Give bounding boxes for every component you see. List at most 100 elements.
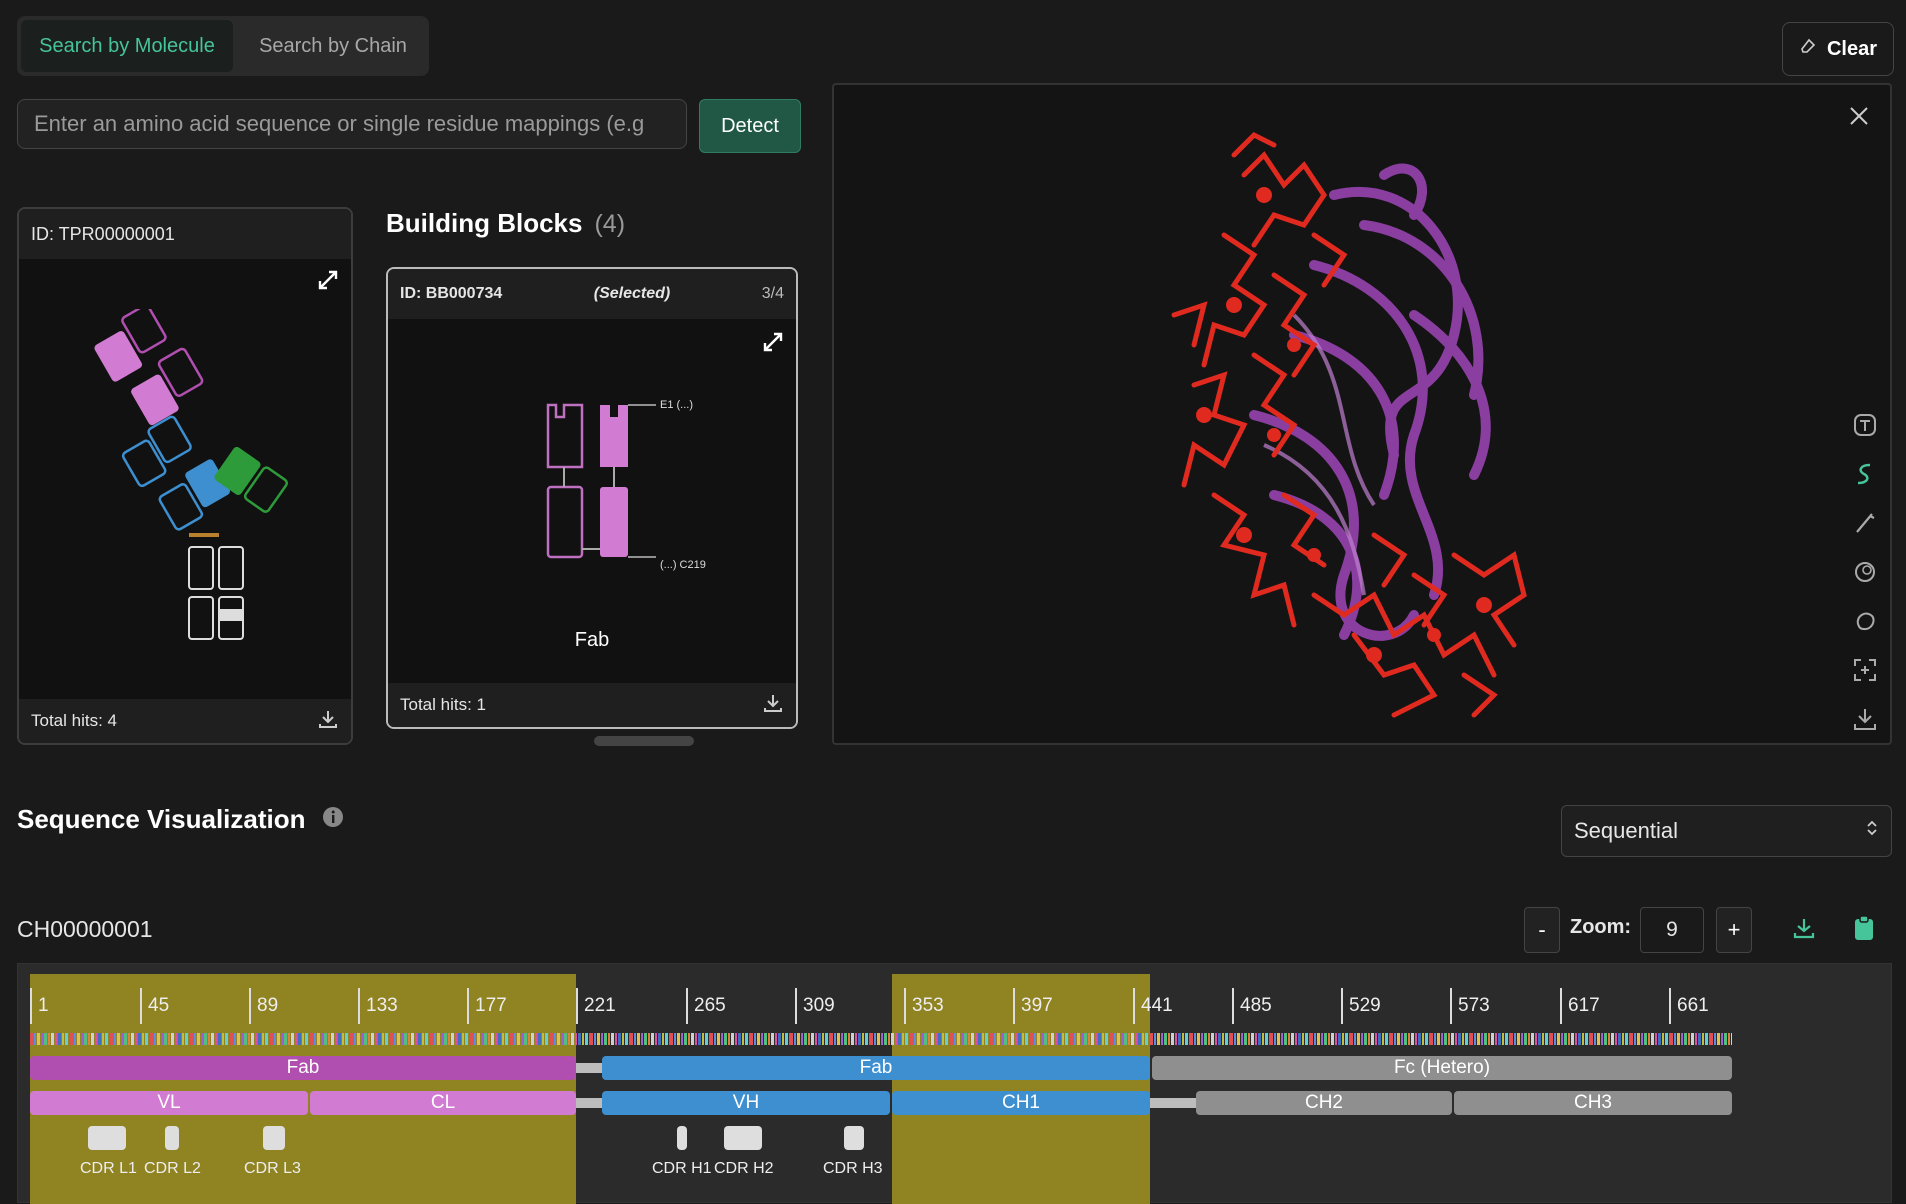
tick-label: 89 <box>249 988 278 1024</box>
download-icon[interactable] <box>762 692 784 719</box>
bb-page: 3/4 <box>761 285 784 302</box>
linker <box>1150 1098 1196 1108</box>
linker <box>576 1063 602 1073</box>
zoom-out-button[interactable]: - <box>1524 907 1560 953</box>
domain-ch3[interactable]: CH3 <box>1454 1091 1732 1115</box>
cdr-h1-label: CDR H1 <box>652 1160 712 1177</box>
clipboard-icon[interactable] <box>1853 915 1875 946</box>
sequence-track-panel[interactable]: 1 45 89 133 177 221 265 309 353 397 441 … <box>17 963 1892 1204</box>
cdr-l1-marker[interactable] <box>88 1126 126 1150</box>
cdr-h2-label: CDR H2 <box>714 1160 774 1177</box>
sequence-search-input[interactable]: Enter an amino acid sequence or single r… <box>17 99 687 149</box>
domain-vh[interactable]: VH <box>602 1091 890 1115</box>
cdr-h3-marker[interactable] <box>844 1126 864 1150</box>
domain-fc[interactable]: Fc (Hetero) <box>1152 1056 1732 1080</box>
download-icon[interactable] <box>1850 704 1880 734</box>
fab-label-bottom: (...) C219 <box>660 559 706 571</box>
tick-label: 177 <box>467 988 507 1024</box>
cartoon-style-icon[interactable] <box>1850 459 1880 489</box>
domain-fab-light[interactable]: Fab <box>30 1056 576 1080</box>
download-icon[interactable] <box>1792 916 1816 945</box>
zoom-label: Zoom: <box>1570 916 1632 938</box>
carousel-scrollbar[interactable] <box>594 736 694 746</box>
fab-label-top: E1 (...) <box>660 399 694 411</box>
tick-label: 617 <box>1560 988 1600 1024</box>
building-blocks-heading: Building Blocks (4) <box>386 208 625 239</box>
tick-label: 133 <box>358 988 398 1024</box>
chevron-updown-icon <box>1865 818 1879 844</box>
bb-card-header: ID: BB000734 (Selected) 3/4 <box>388 269 796 319</box>
tick-label: 573 <box>1450 988 1490 1024</box>
zoom-input[interactable]: 9 <box>1640 907 1704 953</box>
bb-card-footer: Total hits: 1 <box>388 683 796 727</box>
bb-selected: (Selected) <box>593 285 671 302</box>
backbone-style-icon[interactable] <box>1850 508 1880 538</box>
building-blocks-count: (4) <box>594 210 626 238</box>
zoom-in-button[interactable]: + <box>1716 907 1752 953</box>
tick-label: 221 <box>576 988 616 1024</box>
download-icon[interactable] <box>317 708 339 735</box>
bb-total-hits: Total hits: 1 <box>400 695 486 714</box>
tick-label: 661 <box>1669 988 1709 1024</box>
surface-style-icon[interactable] <box>1850 557 1880 587</box>
domain-ch1[interactable]: CH1 <box>892 1091 1150 1115</box>
cdr-l3-label: CDR L3 <box>244 1160 301 1177</box>
highlighted-region <box>892 974 1150 1204</box>
clear-button[interactable]: Clear <box>1782 22 1894 76</box>
cdr-l2-marker[interactable] <box>165 1126 179 1150</box>
focus-icon[interactable] <box>1850 655 1880 685</box>
cdr-l2-label: CDR L2 <box>144 1160 201 1177</box>
eraser-icon <box>1799 37 1817 61</box>
close-icon[interactable] <box>1848 105 1870 132</box>
sequence-title: Sequence Visualization <box>17 804 306 834</box>
cdr-l1-label: CDR L1 <box>80 1160 137 1177</box>
tick-label: 265 <box>686 988 726 1024</box>
clear-label: Clear <box>1826 37 1878 60</box>
highlighted-region <box>30 974 576 1204</box>
expand-icon[interactable] <box>315 267 341 298</box>
tick-label: 485 <box>1232 988 1272 1024</box>
tick-label: 1 <box>30 988 49 1024</box>
expand-icon[interactable] <box>760 329 786 360</box>
tick-label: 353 <box>904 988 944 1024</box>
tick-label: 45 <box>140 988 169 1024</box>
domain-cl[interactable]: CL <box>310 1091 576 1115</box>
info-icon[interactable] <box>322 806 344 833</box>
building-block-card[interactable]: ID: BB000734 (Selected) 3/4 E1 (...) (..… <box>386 267 798 729</box>
molecule-card-header: ID: TPR00000001 <box>19 209 351 259</box>
chain-id: CH00000001 <box>17 916 153 942</box>
domain-fab-heavy[interactable]: Fab <box>602 1056 1150 1080</box>
building-blocks-title: Building Blocks <box>386 208 583 238</box>
molecule-id: ID: TPR00000001 <box>31 223 175 244</box>
residue-strip <box>30 1033 1732 1045</box>
sequence-mode-select[interactable]: Sequential <box>1561 805 1892 857</box>
detect-button[interactable]: Detect <box>699 99 801 153</box>
search-mode-tabs: Search by Molecule Search by Chain <box>17 16 429 76</box>
domain-vl[interactable]: VL <box>30 1091 308 1115</box>
bb-id: ID: BB000734 <box>400 285 503 302</box>
molecule-card[interactable]: ID: TPR00000001 Total hits: 4 <box>17 207 353 745</box>
tick-label: 309 <box>795 988 835 1024</box>
label-text-icon[interactable] <box>1850 410 1880 440</box>
cdr-h1-marker[interactable] <box>677 1126 687 1150</box>
structure-viewer[interactable] <box>832 83 1892 745</box>
tick-label: 441 <box>1133 988 1173 1024</box>
antibody-diagram <box>94 309 289 640</box>
cdr-h2-marker[interactable] <box>724 1126 762 1150</box>
molecule-card-footer: Total hits: 4 <box>19 699 351 743</box>
bb-name: Fab <box>574 629 610 651</box>
sequence-heading: Sequence Visualization <box>17 804 344 835</box>
tab-search-by-chain[interactable]: Search by Chain <box>259 34 407 57</box>
fab-diagram <box>546 403 656 559</box>
cdr-l3-marker[interactable] <box>263 1126 285 1150</box>
sequence-mode-value: Sequential <box>1574 818 1678 843</box>
tick-label: 529 <box>1341 988 1381 1024</box>
cdr-h3-label: CDR H3 <box>823 1160 883 1177</box>
tab-search-by-molecule[interactable]: Search by Molecule <box>21 20 233 72</box>
viewer-toolbar <box>1850 410 1880 734</box>
linker <box>576 1098 602 1108</box>
molecule-total-hits: Total hits: 4 <box>31 711 117 730</box>
blob-style-icon[interactable] <box>1850 606 1880 636</box>
tick-label: 397 <box>1013 988 1053 1024</box>
domain-ch2[interactable]: CH2 <box>1196 1091 1452 1115</box>
